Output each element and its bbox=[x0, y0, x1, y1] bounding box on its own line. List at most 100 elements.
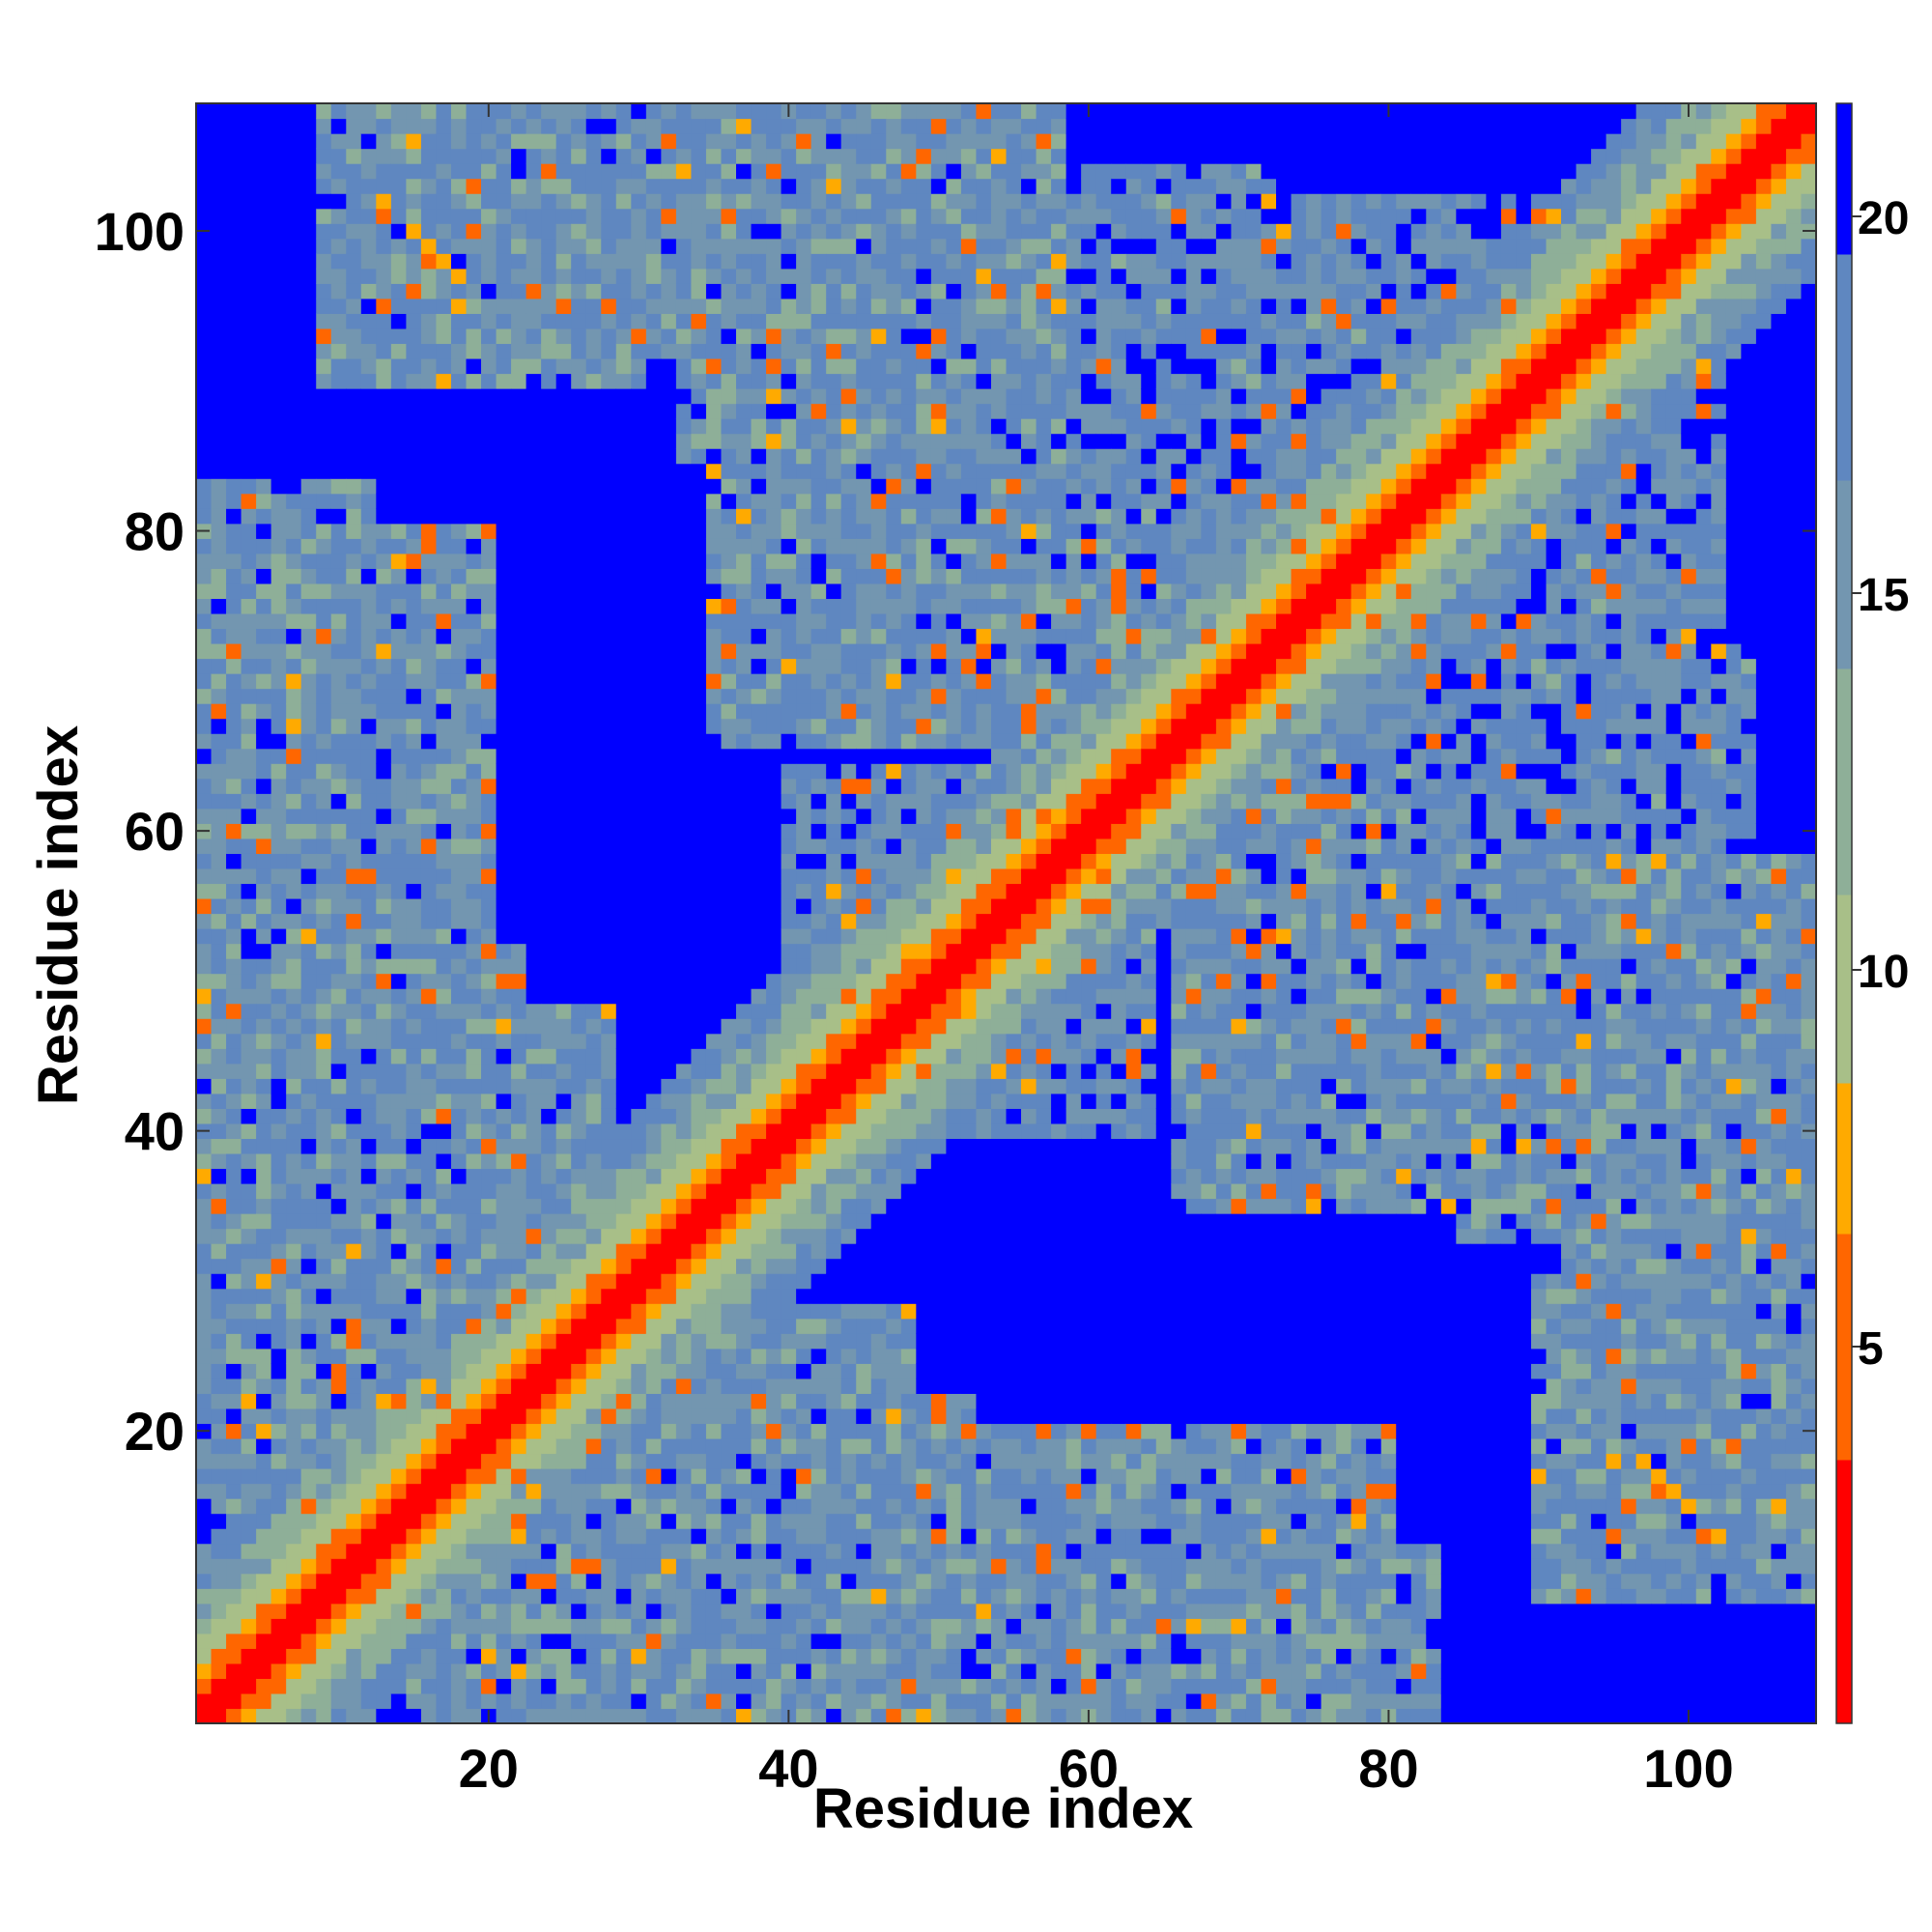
heatmap-cell bbox=[766, 327, 782, 345]
heatmap-cell bbox=[286, 658, 302, 674]
heatmap-cell bbox=[526, 1363, 542, 1379]
heatmap-cell bbox=[705, 1033, 723, 1049]
heatmap-cell bbox=[481, 1692, 497, 1710]
heatmap-cell bbox=[826, 1078, 842, 1094]
heatmap-cell bbox=[705, 1423, 723, 1439]
heatmap-cell bbox=[376, 1437, 392, 1455]
heatmap-cell bbox=[810, 883, 827, 899]
heatmap-cell bbox=[436, 1468, 452, 1485]
heatmap-cell bbox=[346, 598, 362, 614]
heatmap-cell bbox=[541, 178, 557, 194]
heatmap-cell bbox=[481, 1378, 497, 1394]
heatmap-cell bbox=[481, 1618, 497, 1634]
heatmap-cell bbox=[360, 1333, 377, 1350]
heatmap-cell bbox=[675, 883, 693, 899]
heatmap-cell bbox=[645, 1228, 662, 1244]
heatmap-cell bbox=[691, 1183, 707, 1200]
heatmap-cell bbox=[316, 897, 332, 915]
heatmap-cell bbox=[450, 523, 468, 539]
heatmap-cell bbox=[856, 853, 872, 869]
heatmap-cell bbox=[270, 1288, 287, 1304]
heatmap-cell bbox=[766, 1003, 782, 1019]
heatmap-cell bbox=[270, 1122, 287, 1140]
heatmap-cell bbox=[496, 1303, 512, 1320]
heatmap-cell bbox=[615, 133, 632, 150]
heatmap-cell bbox=[555, 1558, 572, 1575]
heatmap-cell bbox=[526, 748, 542, 764]
heatmap-cell bbox=[721, 103, 737, 120]
heatmap-cell bbox=[826, 1513, 842, 1529]
heatmap-cell bbox=[360, 163, 377, 180]
heatmap-cell bbox=[661, 1288, 677, 1304]
heatmap-cell bbox=[316, 628, 332, 644]
heatmap-cell bbox=[810, 1048, 827, 1065]
heatmap-cell bbox=[796, 1468, 812, 1485]
heatmap-cell bbox=[585, 1528, 602, 1545]
heatmap-cell bbox=[450, 1558, 468, 1575]
heatmap-cell bbox=[360, 253, 377, 270]
heatmap-cell bbox=[346, 793, 362, 810]
heatmap-cell bbox=[450, 103, 468, 120]
heatmap-cell bbox=[330, 178, 347, 194]
heatmap-cell bbox=[721, 1543, 737, 1559]
heatmap-cell bbox=[286, 1468, 302, 1485]
heatmap-cell bbox=[705, 1558, 723, 1575]
heatmap-cell bbox=[810, 418, 827, 435]
heatmap-cell bbox=[705, 598, 723, 614]
heatmap-cell bbox=[870, 973, 887, 989]
heatmap-cell bbox=[810, 553, 827, 569]
heatmap-cell bbox=[555, 553, 572, 569]
heatmap-cell bbox=[840, 357, 857, 375]
heatmap-cell bbox=[360, 1198, 377, 1214]
heatmap-cell bbox=[330, 1213, 347, 1230]
heatmap-cell bbox=[360, 1303, 377, 1320]
heatmap-cell bbox=[346, 673, 362, 690]
heatmap-cell bbox=[330, 148, 347, 164]
heatmap-cell bbox=[840, 283, 857, 299]
heatmap-cell bbox=[631, 733, 647, 750]
heatmap-cell bbox=[436, 1063, 452, 1079]
heatmap-cell bbox=[211, 133, 227, 150]
heatmap-cell bbox=[241, 1333, 257, 1350]
heatmap-cell bbox=[766, 178, 782, 194]
heatmap-cell bbox=[585, 1558, 602, 1575]
heatmap-cell bbox=[691, 943, 707, 959]
heatmap-cell bbox=[360, 1468, 377, 1485]
heatmap-cell bbox=[705, 1288, 723, 1304]
heatmap-cell bbox=[360, 283, 377, 299]
heatmap-cell bbox=[766, 463, 782, 479]
heatmap-cell bbox=[736, 1423, 753, 1439]
heatmap-cell bbox=[526, 718, 542, 734]
heatmap-cell bbox=[601, 943, 617, 959]
heatmap-cell bbox=[721, 673, 737, 690]
heatmap-cell bbox=[585, 988, 602, 1005]
heatmap-cell bbox=[316, 478, 332, 495]
heatmap-cell bbox=[645, 283, 662, 299]
heatmap-cell bbox=[571, 403, 587, 419]
heatmap-cell bbox=[796, 867, 812, 885]
heatmap-cell bbox=[406, 1303, 422, 1320]
heatmap-cell bbox=[810, 763, 827, 780]
heatmap-cell bbox=[450, 1243, 468, 1260]
heatmap-cell bbox=[571, 418, 587, 435]
heatmap-cell bbox=[360, 178, 377, 194]
heatmap-cell bbox=[211, 913, 227, 929]
heatmap-cell bbox=[376, 883, 392, 899]
heatmap-cell bbox=[691, 1018, 707, 1035]
heatmap-cell bbox=[781, 1078, 797, 1094]
heatmap-cell bbox=[541, 1213, 557, 1230]
heatmap-cell bbox=[826, 433, 842, 449]
heatmap-cell bbox=[541, 718, 557, 734]
heatmap-cell bbox=[751, 1678, 767, 1694]
heatmap-cell bbox=[571, 1423, 587, 1439]
heatmap-cell bbox=[571, 1003, 587, 1019]
heatmap-cell bbox=[856, 1108, 872, 1124]
heatmap-cell bbox=[631, 1318, 647, 1334]
heatmap-cell bbox=[721, 1138, 737, 1154]
heatmap-cell bbox=[300, 1213, 317, 1230]
heatmap-cell bbox=[420, 913, 438, 929]
heatmap-cell bbox=[481, 958, 497, 975]
heatmap-cell bbox=[691, 1633, 707, 1649]
heatmap-cell bbox=[645, 913, 662, 929]
heatmap-cell bbox=[856, 1407, 872, 1425]
